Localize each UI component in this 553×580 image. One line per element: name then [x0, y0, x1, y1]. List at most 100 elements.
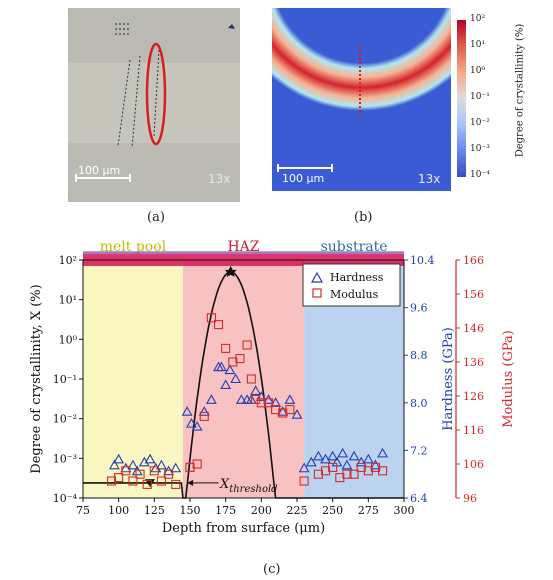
hardness-point	[341, 459, 353, 470]
y-tick-label: 10²	[59, 254, 77, 267]
modulus-point	[106, 476, 117, 486]
x-tick-label: 100	[108, 504, 129, 517]
modulus-tick-label: 166	[463, 254, 484, 267]
modulus-point	[378, 466, 388, 476]
modulus-point	[185, 462, 195, 472]
hardness-point	[320, 453, 331, 464]
hardness-point	[312, 450, 324, 461]
hardness-point	[284, 394, 296, 404]
x-tick-label: 250	[322, 504, 343, 517]
modulus-point	[363, 466, 373, 476]
panel-label-c: (c)	[263, 562, 281, 577]
colorbar-tick: 10¹	[470, 40, 486, 50]
modulus-tick-label: 126	[463, 390, 484, 403]
legend-modulus-label: Modulus	[330, 288, 379, 301]
y-tick-label: 10⁻³	[53, 452, 77, 465]
hardness-point	[230, 373, 242, 384]
colorbar-tick: 10²	[470, 14, 486, 24]
modulus-point	[370, 462, 381, 472]
modulus-point	[142, 479, 152, 489]
region-label: substrate	[321, 239, 388, 255]
region-HAZ	[182, 260, 305, 498]
modulus-point	[121, 466, 131, 476]
hardness-point	[220, 379, 232, 389]
modulus-tick-label: 156	[463, 288, 484, 301]
hardness-point	[144, 453, 156, 464]
colorbar-tick: 10⁰	[470, 66, 486, 76]
modulus-point	[299, 476, 309, 486]
modulus-axis-label: Modulus (GPa)	[501, 330, 516, 428]
modulus-tick-label: 136	[463, 356, 484, 369]
modulus-point	[135, 469, 145, 479]
modulus-point	[128, 476, 138, 486]
modulus-point	[285, 405, 295, 415]
hardness-tick-label: 7.2	[410, 444, 428, 457]
hardness-tick-label: 10.4	[410, 254, 435, 267]
modulus-point	[328, 462, 338, 472]
legend-hardness-label: Hardness	[330, 271, 384, 284]
threshold-arrowhead	[187, 479, 194, 486]
modulus-point	[263, 398, 274, 408]
hardness-point	[198, 406, 210, 416]
region-label: melt pool	[100, 239, 167, 255]
threshold-marker	[145, 479, 156, 488]
speck	[228, 24, 235, 29]
y-tick-label: 10⁻¹	[53, 373, 77, 386]
crystallinity-band-edge	[83, 251, 404, 255]
hardness-point	[181, 406, 193, 416]
modulus-point	[156, 476, 167, 486]
panel-label-a: (a)	[147, 210, 165, 225]
peak-star-marker	[224, 265, 237, 277]
modulus-tick-label: 106	[463, 458, 484, 471]
indent-line-1	[117, 59, 131, 147]
colorbar-tick: 10⁻³	[470, 144, 490, 154]
hardness-tick-label: 8.0	[410, 397, 428, 410]
y-tick-label: 10¹	[59, 294, 77, 307]
hardness-point	[108, 459, 120, 470]
scale-bar-label-b: 100 μm	[282, 172, 325, 185]
crystallinity-chart: melt pool HAZ substrate 75 100 125 150 175 200 2…	[29, 239, 516, 536]
modulus-point	[356, 462, 366, 472]
region-label: HAZ	[227, 239, 259, 255]
hardness-tick-label: 6.4	[410, 492, 428, 505]
hardness-point	[205, 394, 217, 404]
hardness-point	[277, 406, 289, 416]
x-tick-label: 150	[180, 504, 201, 517]
legend-hardness-marker	[310, 271, 324, 283]
x-tick-label: 125	[144, 504, 165, 517]
micrograph-panel: 100 μm 13x	[68, 8, 240, 202]
modulus-point	[213, 320, 224, 330]
hardness-point	[348, 450, 360, 461]
hardness-point	[215, 361, 227, 372]
hardness-point	[327, 450, 339, 461]
modulus-point	[313, 469, 323, 479]
modulus-point	[342, 469, 352, 479]
magnification-b: 13x	[418, 172, 441, 186]
hardness-point	[224, 364, 236, 375]
x-tick-label: 75	[76, 504, 90, 517]
hardness-point	[191, 420, 203, 431]
hardness-tick-label: 9.6	[410, 302, 428, 315]
modulus-tick-label: 146	[463, 322, 484, 335]
hardness-point	[370, 459, 381, 470]
x-tick-label: 300	[394, 504, 415, 517]
hardness-point	[120, 462, 132, 473]
modulus-point	[228, 357, 238, 367]
modulus-point	[242, 340, 252, 350]
micrograph-image	[68, 8, 240, 202]
hardness-point	[355, 456, 367, 467]
legend-modulus-marker	[312, 288, 322, 298]
x-tick-label: 225	[287, 504, 308, 517]
colorbar-tick: 10⁻⁴	[470, 170, 490, 180]
panel-label-b: (b)	[354, 210, 373, 225]
hardness-point	[362, 453, 374, 464]
modulus-point	[256, 398, 266, 408]
modulus-point	[335, 473, 345, 483]
modulus-point	[235, 354, 245, 364]
modulus-point	[114, 473, 124, 483]
hardness-point	[185, 418, 197, 428]
colorbar-label: Degree of crystallinity (%)	[514, 23, 526, 158]
modulus-point	[278, 408, 288, 418]
hardness-point	[291, 409, 303, 419]
hardness-axis-label: Hardness (GPa)	[441, 327, 456, 431]
